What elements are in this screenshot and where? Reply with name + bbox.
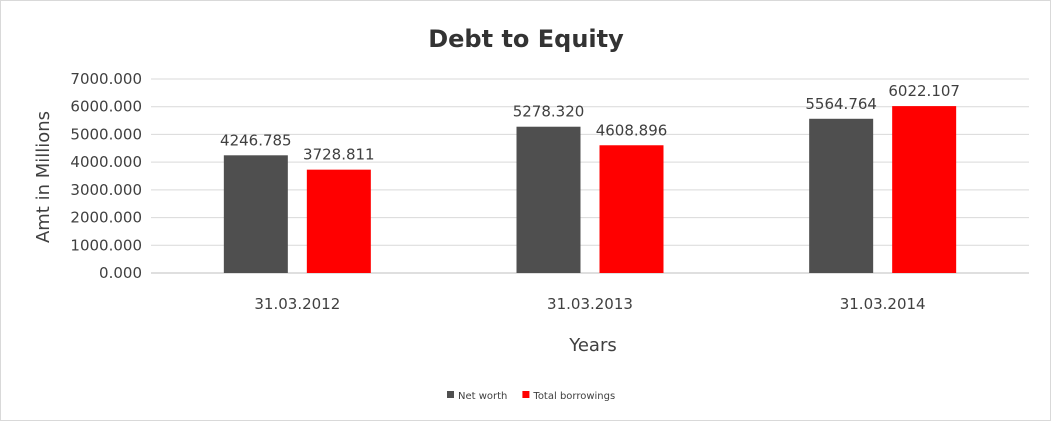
y-tick-label: 0.000 (99, 264, 142, 282)
chart-title: Debt to Equity (428, 25, 624, 53)
gridlines (151, 78, 1029, 274)
bar-total-borrowings (599, 145, 664, 273)
legend-swatch (447, 391, 454, 398)
bar-total-borrowings (306, 169, 371, 273)
y-tick-label: 6000.000 (70, 98, 142, 116)
data-label: 5564.764 (805, 95, 877, 113)
x-axis-ticks: 31.03.2012 31.03.2013 31.03.2014 (254, 295, 925, 313)
x-tick-label: 31.03.2014 (840, 295, 926, 313)
data-label: 4608.896 (596, 121, 668, 139)
y-tick-label: 1000.000 (70, 236, 142, 254)
y-axis-ticks: 0.000 1000.000 2000.000 3000.000 4000.000 500… (70, 70, 142, 282)
y-tick-label: 5000.000 (70, 125, 142, 143)
bars (223, 106, 957, 273)
bar-net-worth (223, 155, 288, 273)
x-tick-label: 31.03.2013 (547, 295, 633, 313)
legend: Net worth Total borrowings (447, 391, 615, 402)
data-label: 4246.785 (220, 131, 292, 149)
x-axis-title: Years (568, 335, 617, 356)
data-label: 3728.811 (303, 146, 375, 164)
y-tick-label: 7000.000 (70, 70, 142, 88)
legend-label: Net worth (458, 391, 507, 402)
legend-swatch (522, 391, 530, 398)
y-tick-label: 2000.000 (70, 209, 142, 227)
bar-net-worth (516, 126, 581, 273)
legend-label: Total borrowings (532, 391, 615, 402)
y-axis-title: Amt in Millions (33, 111, 54, 243)
data-labels: 4246.785 3728.811 5278.320 4608.896 5564.764… (220, 82, 960, 164)
y-tick-label: 4000.000 (70, 153, 142, 171)
data-label: 6022.107 (888, 82, 960, 100)
bar-net-worth (809, 118, 874, 273)
data-label: 5278.320 (513, 103, 585, 121)
bar-total-borrowings (892, 106, 957, 273)
y-tick-label: 3000.000 (70, 181, 142, 199)
x-tick-label: 31.03.2012 (254, 295, 340, 313)
